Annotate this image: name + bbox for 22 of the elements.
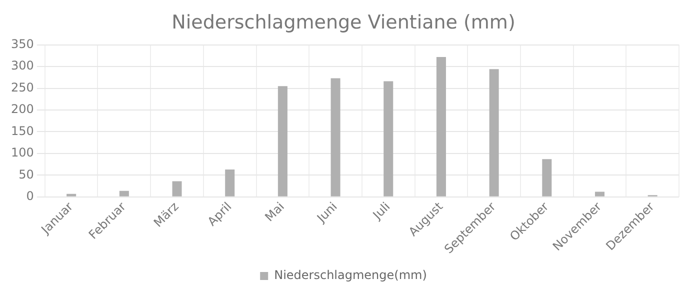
- y-tick-label: 250: [11, 80, 34, 94]
- bar: [384, 81, 394, 196]
- x-tick-label: Mai: [262, 199, 288, 224]
- bar: [542, 159, 552, 196]
- bar: [436, 56, 446, 196]
- y-tick-label: 200: [11, 102, 34, 116]
- bar: [594, 192, 604, 196]
- y-tick-label: 300: [11, 58, 34, 73]
- y-tick-label: 0: [26, 189, 34, 204]
- bar: [330, 78, 340, 196]
- legend-label: Niederschlagmenge(mm): [274, 268, 427, 282]
- bar: [172, 181, 182, 196]
- bar: [489, 69, 499, 196]
- y-tick-label: 150: [11, 124, 34, 138]
- bar: [278, 86, 288, 196]
- y-tick-label: 100: [11, 146, 34, 160]
- y-tick-label: 50: [18, 167, 34, 182]
- chart-title: Niederschlagmenge Vientiane (mm): [172, 11, 516, 34]
- bar: [225, 170, 235, 196]
- y-tick-label: 350: [11, 36, 34, 51]
- bar: [119, 190, 129, 196]
- bar: [66, 194, 76, 196]
